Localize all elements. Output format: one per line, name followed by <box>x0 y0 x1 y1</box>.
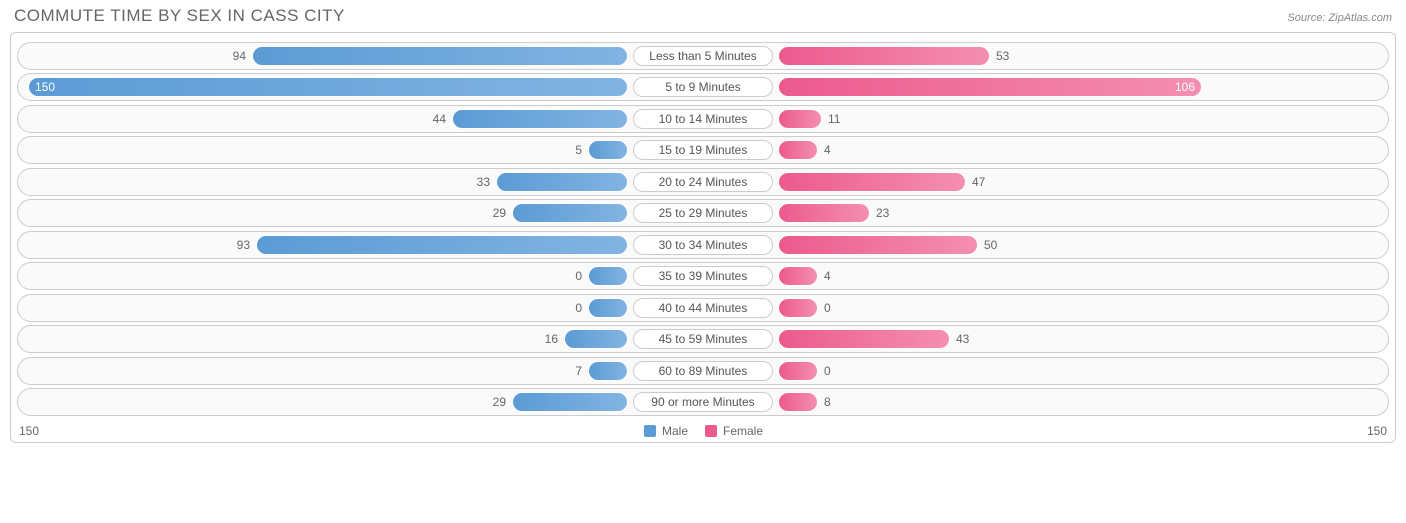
male-bar <box>588 361 628 381</box>
male-bar <box>252 46 628 66</box>
female-value: 47 <box>972 169 985 195</box>
male-bar <box>496 172 628 192</box>
male-value: 150 <box>35 78 55 96</box>
chart-row: 5 4 15 to 19 Minutes <box>17 136 1389 164</box>
male-bar <box>588 298 628 318</box>
female-bar <box>778 109 822 129</box>
legend-female-swatch <box>704 424 718 438</box>
male-value: 16 <box>545 326 558 352</box>
female-value: 50 <box>984 232 997 258</box>
female-bar <box>778 329 950 349</box>
legend: Male Female <box>643 424 763 438</box>
chart-source: Source: ZipAtlas.com <box>1287 12 1392 24</box>
female-bar: 106 <box>778 77 1202 97</box>
chart-header: COMMUTE TIME BY SEX IN CASS CITY Source:… <box>0 0 1406 32</box>
category-label: 45 to 59 Minutes <box>633 329 773 349</box>
category-label: 35 to 39 Minutes <box>633 266 773 286</box>
female-bar <box>778 203 870 223</box>
male-value: 44 <box>433 106 446 132</box>
female-value: 53 <box>996 43 1009 69</box>
category-label: 20 to 24 Minutes <box>633 172 773 192</box>
male-bar <box>512 203 628 223</box>
male-bar <box>452 109 628 129</box>
female-value: 0 <box>824 295 831 321</box>
male-value: 29 <box>493 389 506 415</box>
chart-row: 150 106 5 to 9 Minutes <box>17 73 1389 101</box>
category-label: 60 to 89 Minutes <box>633 361 773 381</box>
chart-row: 16 43 45 to 59 Minutes <box>17 325 1389 353</box>
female-bar <box>778 298 818 318</box>
female-bar <box>778 361 818 381</box>
male-value: 29 <box>493 200 506 226</box>
male-bar <box>512 392 628 412</box>
chart-row: 0 0 40 to 44 Minutes <box>17 294 1389 322</box>
axis-left-max: 150 <box>19 424 39 438</box>
chart-row: 93 50 30 to 34 Minutes <box>17 231 1389 259</box>
female-bar <box>778 46 990 66</box>
female-value: 0 <box>824 358 831 384</box>
category-label: 90 or more Minutes <box>633 392 773 412</box>
chart-row: 0 4 35 to 39 Minutes <box>17 262 1389 290</box>
male-bar <box>588 140 628 160</box>
male-bar <box>256 235 628 255</box>
category-label: Less than 5 Minutes <box>633 46 773 66</box>
female-bar <box>778 392 818 412</box>
chart-area: 94 53 Less than 5 Minutes 150 106 5 to 9 Minu… <box>10 32 1396 443</box>
chart-row: 29 23 25 to 29 Minutes <box>17 199 1389 227</box>
male-value: 93 <box>237 232 250 258</box>
female-value: 43 <box>956 326 969 352</box>
male-value: 0 <box>575 295 582 321</box>
axis-right-max: 150 <box>1367 424 1387 438</box>
legend-female: Female <box>704 424 763 438</box>
female-value: 23 <box>876 200 889 226</box>
category-label: 5 to 9 Minutes <box>633 77 773 97</box>
chart-row: 94 53 Less than 5 Minutes <box>17 42 1389 70</box>
chart-row: 7 0 60 to 89 Minutes <box>17 357 1389 385</box>
female-bar <box>778 140 818 160</box>
category-label: 15 to 19 Minutes <box>633 140 773 160</box>
female-bar <box>778 235 978 255</box>
chart-row: 33 47 20 to 24 Minutes <box>17 168 1389 196</box>
legend-male-label: Male <box>662 424 688 438</box>
male-value: 33 <box>477 169 490 195</box>
category-label: 30 to 34 Minutes <box>633 235 773 255</box>
legend-male: Male <box>643 424 688 438</box>
female-value: 4 <box>824 263 831 289</box>
female-bar <box>778 172 966 192</box>
chart-footer: 150 Male Female 150 <box>11 420 1395 438</box>
chart-rows: 94 53 Less than 5 Minutes 150 106 5 to 9 Minu… <box>11 42 1395 417</box>
legend-male-swatch <box>643 424 657 438</box>
male-value: 94 <box>233 43 246 69</box>
male-value: 5 <box>575 137 582 163</box>
category-label: 25 to 29 Minutes <box>633 203 773 223</box>
chart-title: COMMUTE TIME BY SEX IN CASS CITY <box>14 6 345 26</box>
legend-female-label: Female <box>723 424 763 438</box>
female-value: 4 <box>824 137 831 163</box>
category-label: 10 to 14 Minutes <box>633 109 773 129</box>
female-value: 8 <box>824 389 831 415</box>
male-bar: 150 <box>28 77 628 97</box>
female-value: 106 <box>1175 78 1195 96</box>
male-value: 0 <box>575 263 582 289</box>
female-value: 11 <box>828 106 840 132</box>
chart-row: 29 8 90 or more Minutes <box>17 388 1389 416</box>
male-bar <box>564 329 628 349</box>
female-bar <box>778 266 818 286</box>
chart-row: 44 11 10 to 14 Minutes <box>17 105 1389 133</box>
male-value: 7 <box>575 358 582 384</box>
category-label: 40 to 44 Minutes <box>633 298 773 318</box>
male-bar <box>588 266 628 286</box>
